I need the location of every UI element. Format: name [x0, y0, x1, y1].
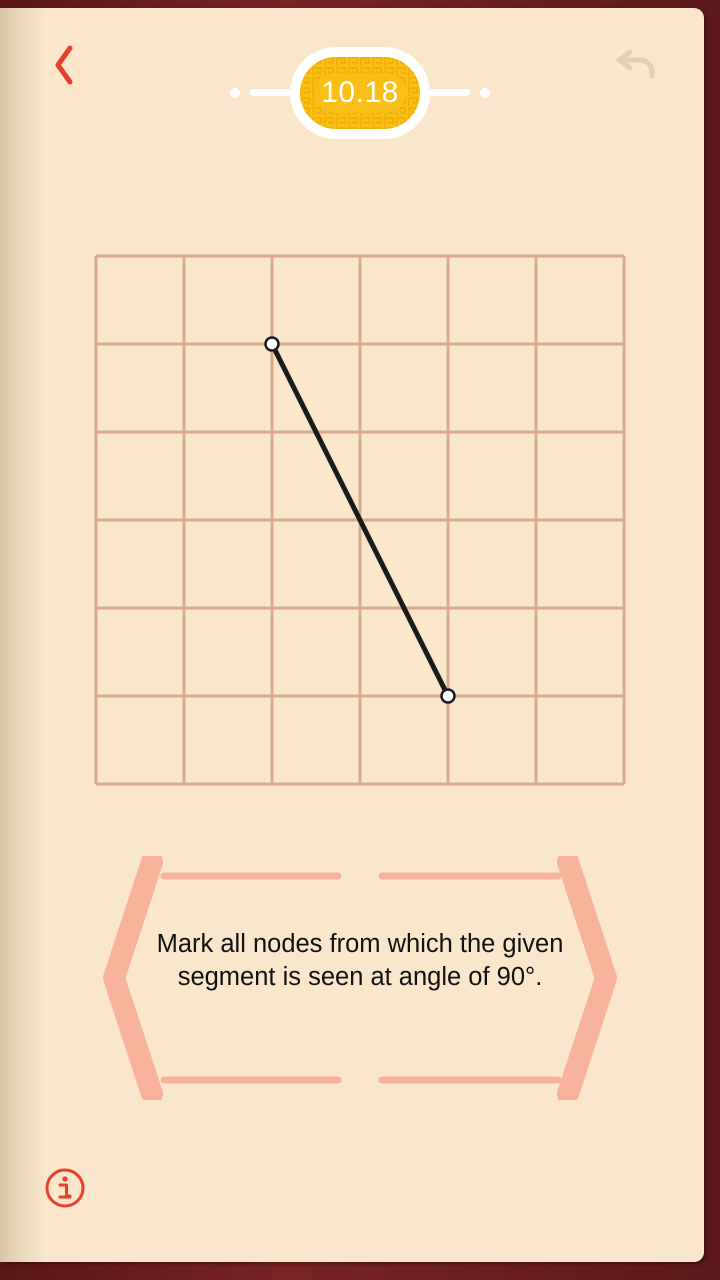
back-button[interactable] [46, 42, 86, 88]
page-spine [0, 8, 46, 1262]
level-badge-inner: 10.18 [300, 57, 420, 129]
progress-dot-right [480, 88, 490, 98]
segment-endpoint-start [264, 336, 280, 352]
chevron-left-icon [55, 45, 73, 85]
undo-button[interactable] [610, 46, 660, 86]
progress-line-right [418, 89, 470, 96]
task-description: Mark all nodes from which the given segm… [156, 930, 564, 991]
greek-key-ornament [300, 57, 420, 129]
undo-arrow-icon [616, 49, 655, 79]
task-frame [103, 856, 617, 1100]
progress-dot-left [230, 88, 240, 98]
level-number: 10.18 [321, 76, 399, 109]
progress-line-left [250, 89, 302, 96]
game-board[interactable] [94, 254, 626, 786]
level-badge: 10.18 [290, 47, 430, 139]
info-icon [45, 1168, 85, 1208]
info-button[interactable] [44, 1167, 86, 1209]
given-segment [269, 341, 451, 699]
level-indicator: 10.18 [222, 44, 498, 140]
segment-endpoint-end [440, 688, 456, 704]
